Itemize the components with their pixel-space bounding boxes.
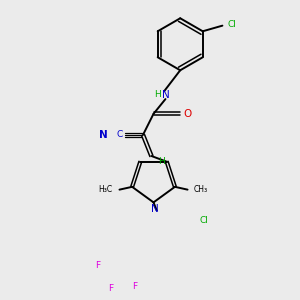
Text: C: C	[117, 130, 123, 140]
Text: H₃C: H₃C	[98, 185, 112, 194]
Text: N: N	[162, 90, 169, 100]
Text: N: N	[151, 204, 159, 214]
Text: F: F	[132, 282, 137, 291]
Text: Cl: Cl	[200, 216, 208, 225]
Text: H: H	[158, 157, 165, 166]
Text: Cl: Cl	[227, 20, 236, 29]
Text: N: N	[99, 130, 108, 140]
Text: F: F	[108, 284, 113, 292]
Text: H: H	[154, 90, 160, 99]
Text: F: F	[95, 261, 100, 270]
Text: O: O	[184, 109, 192, 119]
Text: CH₃: CH₃	[193, 185, 207, 194]
